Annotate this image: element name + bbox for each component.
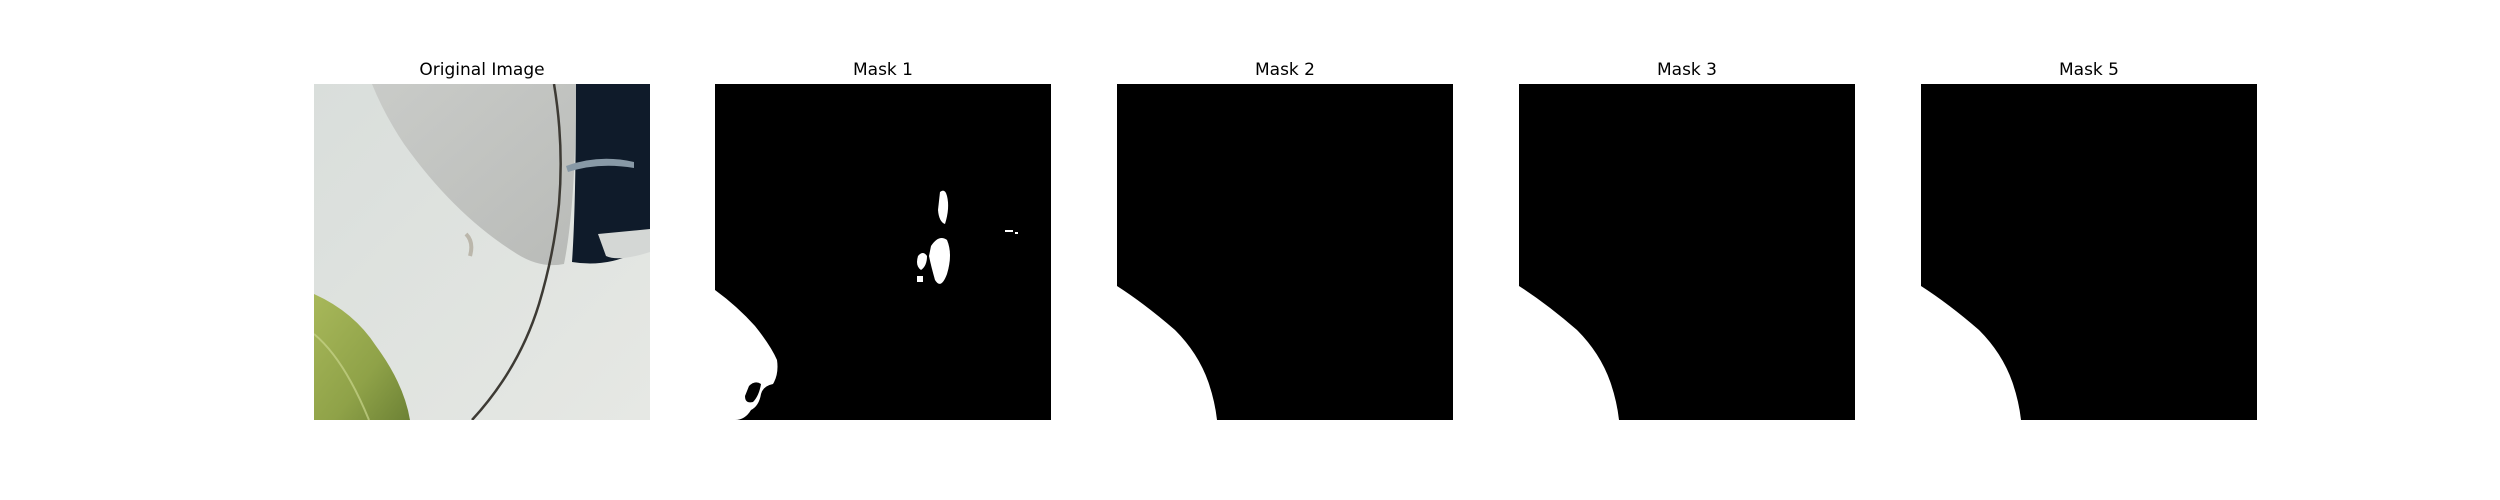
mask-region-fragment (745, 382, 761, 403)
seam-stain (464, 232, 474, 257)
mask-1-image (715, 84, 1051, 420)
dark-opening (572, 84, 650, 264)
green-leaf (314, 294, 410, 420)
leaf-vein (314, 333, 370, 420)
mask-region-bottom-left (715, 290, 778, 420)
mask-region-bottom-left (1519, 286, 1619, 420)
mask-region-fragment (771, 384, 781, 396)
mask-speck (1015, 232, 1018, 234)
mask-3-image (1519, 84, 1855, 420)
mask-2-image (1117, 84, 1453, 420)
panel-title: Mask 2 (1254, 60, 1315, 80)
seam-crack (471, 84, 562, 420)
mask-blob-upper (938, 190, 949, 224)
white-tab (598, 229, 650, 259)
panel-title: Mask 3 (1656, 60, 1717, 80)
panel-title: Original Image (419, 60, 545, 80)
curved-bowl-surface (372, 84, 576, 266)
opening-highlight (566, 158, 634, 172)
mask-region-bottom-left (1117, 286, 1217, 420)
mask-blob-small (917, 253, 927, 270)
panel-title: Mask 5 (2058, 60, 2119, 80)
mask-region-bottom-left (1921, 286, 2021, 420)
mask-blob-lower (929, 238, 950, 284)
mask-speck (917, 276, 923, 282)
original-image (314, 84, 650, 420)
panel-title: Mask 1 (852, 60, 913, 80)
mask-5-image (1921, 84, 2257, 420)
mask-speck (1005, 230, 1013, 232)
